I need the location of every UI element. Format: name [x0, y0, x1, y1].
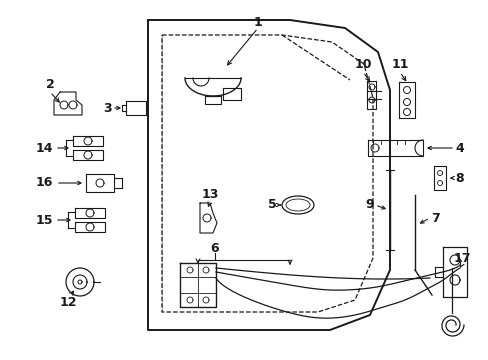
Text: 13: 13: [201, 189, 218, 202]
Text: 4: 4: [455, 141, 464, 154]
Text: 14: 14: [35, 141, 53, 154]
Text: 2: 2: [45, 78, 54, 91]
Text: 16: 16: [35, 176, 53, 189]
Text: 7: 7: [430, 211, 439, 225]
Text: 5: 5: [267, 198, 276, 211]
Text: 6: 6: [210, 242, 219, 255]
Text: 8: 8: [455, 171, 464, 184]
Text: 17: 17: [452, 252, 470, 265]
Text: 10: 10: [353, 58, 371, 72]
Text: 9: 9: [365, 198, 373, 211]
Text: 12: 12: [59, 296, 77, 309]
Text: 3: 3: [103, 102, 112, 114]
Text: 15: 15: [35, 213, 53, 226]
Text: 1: 1: [253, 15, 262, 28]
Text: 11: 11: [390, 58, 408, 72]
